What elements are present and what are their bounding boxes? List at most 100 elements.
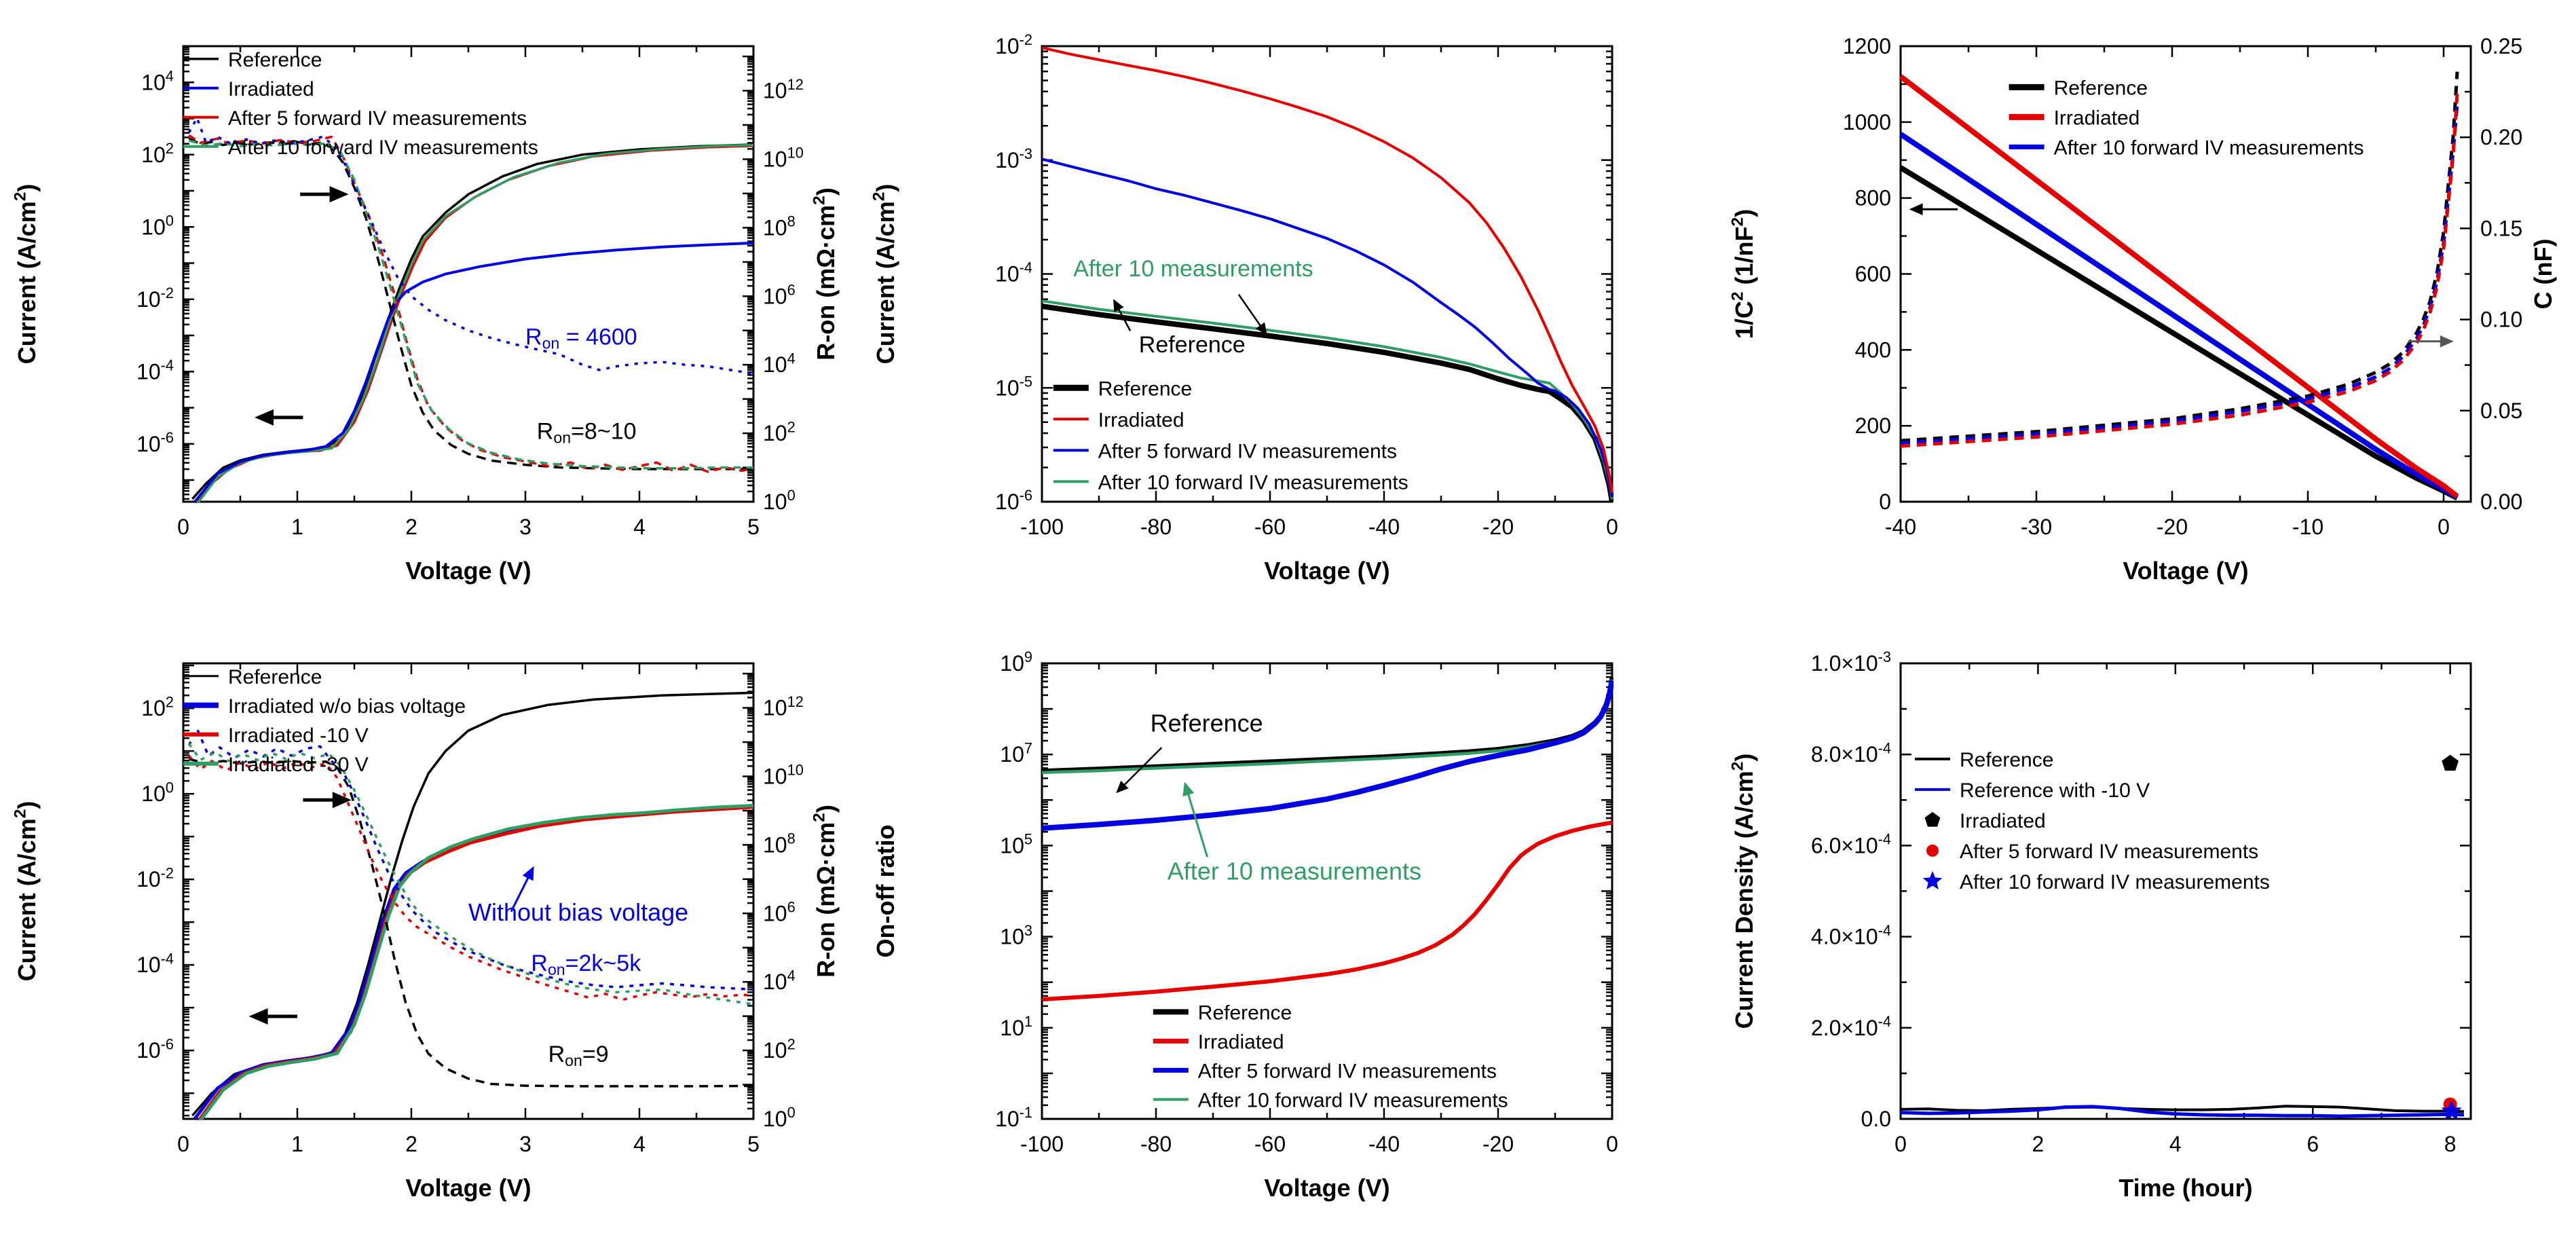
svg-text:Ron=9: Ron=9 [548, 1042, 609, 1069]
chart-forward-iv-bias-canvas: 0 1 2 3 4 5 10-6​ 10-4​ 10-2​ 100​ 102​ 100​ 102​ 104… [12, 662, 840, 1202]
svg-text:-100: -100 [1020, 515, 1064, 539]
svg-text:4.0×10-4​: 4.0×10-4​ [1811, 922, 1891, 949]
svg-text:10-6​: 10-6​ [995, 487, 1032, 514]
svg-text:10-4​: 10-4​ [136, 950, 174, 977]
svg-text:0.20: 0.20 [2480, 125, 2522, 149]
svg-text:Irradiated: Irradiated [228, 78, 314, 100]
svg-text:Voltage (V): Voltage (V) [1264, 557, 1389, 585]
svg-text:1/C2 (1/nF2): 1/C2 (1/nF2) [1729, 209, 1758, 339]
svg-text:-20: -20 [2157, 515, 2188, 539]
svg-text:5: 5 [747, 1132, 760, 1156]
svg-text:Irradiated: Irradiated [1960, 810, 2046, 832]
chart-current-density-time: 0 2 4 6 8 0.0 2.0×10-4​ 4.0×10-4​ 6.0×10-4​ 8.0×1… [1717, 617, 2576, 1234]
svg-text:102​: 102​ [141, 140, 174, 167]
svg-text:0: 0 [1879, 490, 1891, 514]
svg-text:-60: -60 [1254, 1132, 1286, 1156]
svg-text:1010​: 1010​ [763, 145, 804, 172]
svg-text:-20: -20 [1482, 515, 1514, 539]
svg-text:103​: 103​ [1000, 922, 1032, 949]
svg-text:10-2​: 10-2​ [995, 31, 1032, 58]
svg-text:100​: 100​ [141, 779, 174, 806]
svg-text:105​: 105​ [1000, 831, 1032, 858]
svg-text:10-2​: 10-2​ [136, 864, 174, 891]
svg-text:104​: 104​ [763, 350, 796, 377]
svg-text:0: 0 [2438, 515, 2450, 539]
svg-text:After 10 forward IV measuremen: After 10 forward IV measurements [1960, 871, 2270, 893]
svg-text:0: 0 [1606, 515, 1618, 539]
svg-text:200: 200 [1855, 413, 1891, 438]
svg-text:108​: 108​ [763, 213, 796, 240]
chart-forward-iv-ron-canvas: 0 1 2 3 4 5 10-6​ 10-4​ 10-2​ 100​ 102​ 104​ 100​ 102… [12, 45, 840, 585]
svg-text:100​: 100​ [763, 487, 796, 514]
svg-text:0.10: 0.10 [2480, 308, 2522, 332]
svg-text:Reference: Reference [1151, 709, 1263, 737]
svg-text:0.00: 0.00 [2480, 490, 2522, 514]
svg-text:3: 3 [519, 515, 531, 539]
svg-text:104​: 104​ [763, 967, 796, 994]
svg-text:Reference: Reference [1098, 377, 1192, 400]
svg-text:0: 0 [177, 515, 189, 539]
svg-text:106​: 106​ [763, 281, 796, 308]
svg-text:102​: 102​ [141, 693, 174, 720]
svg-text:Current Density (A/cm2): Current Density (A/cm2) [1729, 754, 1758, 1029]
svg-text:After 5 forward IV measurement: After 5 forward IV measurements [1960, 841, 2258, 863]
chart-forward-iv-ron: 0 1 2 3 4 5 10-6​ 10-4​ 10-2​ 100​ 102​ 104​ 100​ 102… [0, 0, 859, 617]
svg-text:102​: 102​ [763, 418, 796, 445]
svg-text:-40: -40 [1368, 515, 1400, 539]
svg-text:0.0: 0.0 [1861, 1107, 1891, 1131]
svg-text:Ron = 4600: Ron = 4600 [525, 325, 637, 352]
svg-text:1012​: 1012​ [763, 76, 804, 103]
chart-on-off-ratio: -100 -80 -60 -40 -20 0 10-1​ 101​ 103​ 105​ 107​ 10… [859, 617, 1717, 1234]
svg-text:Voltage (V): Voltage (V) [405, 1174, 531, 1202]
svg-text:10-1​: 10-1​ [995, 1104, 1032, 1131]
svg-text:Voltage (V): Voltage (V) [1264, 1174, 1389, 1202]
svg-text:100​: 100​ [763, 1104, 796, 1131]
chart-current-density-time-canvas: 0 2 4 6 8 0.0 2.0×10-4​ 4.0×10-4​ 6.0×10-4​ 8.0×1… [1729, 648, 2472, 1202]
svg-text:Time (hour): Time (hour) [2118, 1174, 2252, 1202]
svg-text:0.25: 0.25 [2480, 34, 2522, 58]
svg-text:Reference with -10 V: Reference with -10 V [1960, 779, 2150, 802]
svg-text:2: 2 [405, 1132, 417, 1156]
svg-text:2: 2 [2032, 1132, 2045, 1156]
svg-text:0: 0 [177, 1132, 189, 1156]
svg-text:-80: -80 [1140, 515, 1172, 539]
svg-text:After 10 forward IV measuremen: After 10 forward IV measurements [1098, 471, 1408, 494]
chart-reverse-iv-canvas: -100 -80 -60 -40 -20 0 10-6​ 10-5​ 10-4​ 10-3​ 10-… [870, 31, 1618, 585]
svg-text:Voltage (V): Voltage (V) [2123, 557, 2248, 585]
svg-text:109​: 109​ [1000, 648, 1032, 676]
svg-text:Reference: Reference [1960, 749, 2053, 771]
svg-text:400: 400 [1855, 337, 1891, 362]
svg-text:1.0×10-3​: 1.0×10-3​ [1811, 648, 1891, 676]
svg-text:4: 4 [2169, 1132, 2182, 1156]
svg-text:8.0×10-4​: 8.0×10-4​ [1811, 739, 1891, 767]
svg-text:0.15: 0.15 [2480, 216, 2522, 240]
svg-text:600: 600 [1855, 262, 1891, 287]
svg-text:-30: -30 [2021, 515, 2052, 539]
svg-text:0: 0 [1894, 1132, 1907, 1156]
svg-text:After 10 forward IV measuremen: After 10 forward IV measurements [228, 136, 538, 159]
svg-text:-60: -60 [1254, 515, 1286, 539]
svg-text:10-2​: 10-2​ [136, 284, 174, 312]
svg-text:10-4​: 10-4​ [995, 259, 1032, 287]
svg-text:Current (A/cm2): Current (A/cm2) [12, 184, 41, 365]
svg-text:10-4​: 10-4​ [136, 356, 174, 384]
svg-text:10-6​: 10-6​ [136, 1035, 174, 1063]
svg-text:5: 5 [747, 515, 760, 539]
svg-text:2: 2 [405, 515, 417, 539]
svg-text:1200: 1200 [1843, 34, 1891, 58]
chart-on-off-ratio-canvas: -100 -80 -60 -40 -20 0 10-1​ 101​ 103​ 105​ 107​ 10… [872, 648, 1618, 1202]
svg-text:8: 8 [2444, 1132, 2457, 1156]
svg-text:Reference: Reference [228, 49, 322, 71]
svg-text:106​: 106​ [763, 898, 796, 925]
svg-text:-40: -40 [1368, 1132, 1400, 1156]
svg-text:Irradiated -10 V: Irradiated -10 V [228, 724, 369, 747]
svg-text:3: 3 [519, 1132, 531, 1156]
svg-text:0.05: 0.05 [2480, 399, 2522, 423]
svg-text:101​: 101​ [1000, 1013, 1032, 1040]
svg-text:Reference: Reference [2054, 77, 2148, 99]
svg-text:After 10 measurements: After 10 measurements [1168, 858, 1421, 885]
chart-reverse-iv: -100 -80 -60 -40 -20 0 10-6​ 10-5​ 10-4​ 10-3​ 10-… [859, 0, 1717, 617]
chart-forward-iv-bias: 0 1 2 3 4 5 10-6​ 10-4​ 10-2​ 100​ 102​ 100​ 102​ 104… [0, 617, 859, 1234]
svg-text:-80: -80 [1140, 1132, 1172, 1156]
svg-text:6: 6 [2307, 1132, 2319, 1156]
